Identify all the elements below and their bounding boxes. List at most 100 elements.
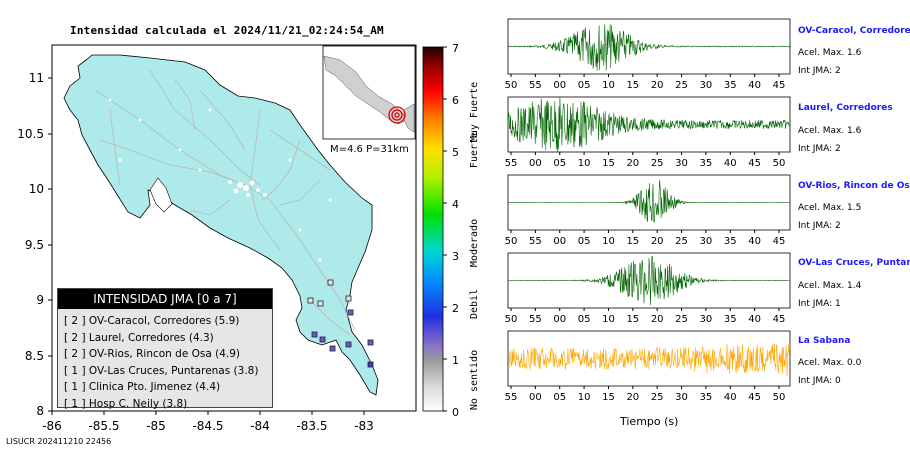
trace-tick-label: 30: [700, 314, 713, 325]
map-y-tick: 8: [36, 404, 44, 418]
map-x-tick: -83: [354, 419, 374, 433]
trace-tick-label: 55: [505, 392, 518, 403]
trace-station-title: OV-Las Cruces, Puntar: [798, 258, 910, 268]
legend-item: [ 2 ] OV-Rios, Rincon de Osa (4.9): [64, 348, 241, 360]
map-y-axis: [48, 77, 52, 412]
trace-acel-max: Acel. Max. 1.4: [798, 281, 862, 291]
trace-tick-label: 45: [748, 158, 761, 169]
trace-int-jma: Int JMA: 2: [798, 221, 841, 231]
trace-tick-label: 15: [626, 314, 639, 325]
trace-tick-label: 35: [724, 314, 737, 325]
trace-tick-label: 10: [578, 158, 591, 169]
trace-int-jma: Int JMA: 1: [798, 299, 841, 309]
trace-tick-label: 30: [700, 236, 713, 247]
map-y-tick: 9.5: [25, 238, 44, 252]
intensity-legend: INTENSIDAD JMA [0 a 7] [ 2 ] OV-Caracol,…: [57, 288, 273, 410]
trace-tick-label: 15: [626, 80, 639, 91]
trace-tick-label: 20: [651, 314, 664, 325]
trace-tick-label: 30: [675, 392, 688, 403]
map-y-tick: 8.5: [25, 349, 44, 363]
station-marker: [329, 345, 336, 352]
legend-item: [ 1 ] OV-Las Cruces, Puntarenas (3.8): [64, 364, 259, 377]
colorbar-tick: 2: [452, 302, 459, 315]
trace-tick-label: 05: [553, 158, 566, 169]
station-marker: [367, 339, 374, 346]
trace-tick-label: 00: [553, 80, 566, 91]
station-marker: [319, 336, 326, 343]
trace-tick-label: 20: [651, 80, 664, 91]
seismic-waveform: [507, 179, 791, 223]
trace-tick-label: 45: [773, 80, 786, 91]
trace-acel-max: Acel. Max. 1.6: [798, 48, 862, 58]
trace-tick-label: 25: [675, 314, 688, 325]
trace-tick-label: 35: [724, 80, 737, 91]
footer-code: LISUCR 202411210 22456: [6, 437, 112, 446]
costa-rica-landmass: [63, 54, 379, 396]
map-y-tick: 10.5: [17, 127, 44, 141]
station-marker: [311, 331, 318, 338]
legend-title: INTENSIDAD JMA [0 a 7]: [58, 289, 272, 309]
colorbar-label-no-sentido: No sentido: [469, 350, 480, 410]
station-marker: [307, 297, 314, 304]
trace-tick-label: 00: [529, 158, 542, 169]
station-marker: [345, 341, 352, 348]
trace-tick-label: 05: [578, 80, 591, 91]
colorbar-tick: 5: [452, 146, 459, 159]
trace-tick-label: 30: [700, 80, 713, 91]
trace-tick-label: 10: [602, 314, 615, 325]
colorbar-label-fuerte: Fuerte: [469, 132, 480, 168]
trace-panels: 50 55 00 05 10 15 20 25 30 35 40 45 55 00 05 10 15 20 25 30…: [505, 18, 791, 403]
trace-station-title: La Sabana: [798, 336, 851, 346]
seismic-waveform: [508, 255, 791, 306]
trace-tick-label: 00: [553, 236, 566, 247]
trace-tick-label: 45: [773, 314, 786, 325]
seismic-waveform: [507, 343, 791, 377]
trace-tick-label: 50: [505, 80, 518, 91]
trace-tick-label: 55: [529, 80, 542, 91]
trace-tick-label: 20: [626, 158, 639, 169]
trace-tick-label: 55: [529, 314, 542, 325]
colorbar-tick: 3: [452, 250, 459, 263]
colorbar-tick: 1: [452, 354, 459, 367]
map-y-tick: 11: [29, 71, 44, 85]
station-marker: [317, 300, 324, 307]
colorbar-label-muy-fuerte: Muy Fuerte: [469, 82, 480, 142]
map-x-tick: -85: [146, 419, 166, 433]
stations: [307, 279, 374, 368]
trace-tick-label: 45: [773, 236, 786, 247]
map-x-tick: -84.5: [192, 419, 223, 433]
trace-tick-label: 55: [505, 158, 518, 169]
trace-tick-label: 05: [578, 314, 591, 325]
map-x-tick: -84: [250, 419, 270, 433]
map-y-tick: 10: [29, 182, 44, 196]
legend-item: [ 2 ] Laurel, Corredores (4.3): [64, 331, 214, 344]
trace-tick-label: 35: [700, 392, 713, 403]
trace-tick-label: 15: [602, 392, 615, 403]
traces-x-axis-title: Tiempo (s): [620, 415, 679, 428]
map-title: Intensidad calculada el 2024/11/21_02:24…: [70, 24, 384, 37]
map-x-axis: [51, 411, 365, 415]
epicenter-icon: [388, 106, 406, 124]
colorbar-tick: 0: [452, 406, 459, 419]
road-network: [94, 69, 356, 336]
legend-item: [ 1 ] Hosp C. Neily (3.8): [64, 397, 188, 410]
trace-tick-label: 30: [675, 158, 688, 169]
trace-tick-label: 25: [675, 236, 688, 247]
trace-acel-max: Acel. Max. 0.0: [798, 358, 862, 368]
seismic-waveform: [507, 96, 791, 152]
trace-tick-label: 55: [529, 236, 542, 247]
seismic-waveform: [507, 24, 791, 71]
trace-tick-label: 50: [773, 158, 786, 169]
inset-landmass: [323, 55, 407, 125]
trace-tick-label: 50: [505, 314, 518, 325]
trace-tick-label: 40: [748, 236, 761, 247]
trace-tick-label: 25: [651, 392, 664, 403]
trace-tick-label: 35: [700, 158, 713, 169]
trace-tick-label: 40: [748, 314, 761, 325]
colorbar-tick: 6: [452, 94, 459, 107]
trace-tick-label: 40: [724, 392, 737, 403]
intensity-colorbar: [422, 46, 444, 412]
trace-int-jma: Int JMA: 2: [798, 144, 841, 154]
colorbar-label-debil: Debil: [469, 289, 480, 319]
